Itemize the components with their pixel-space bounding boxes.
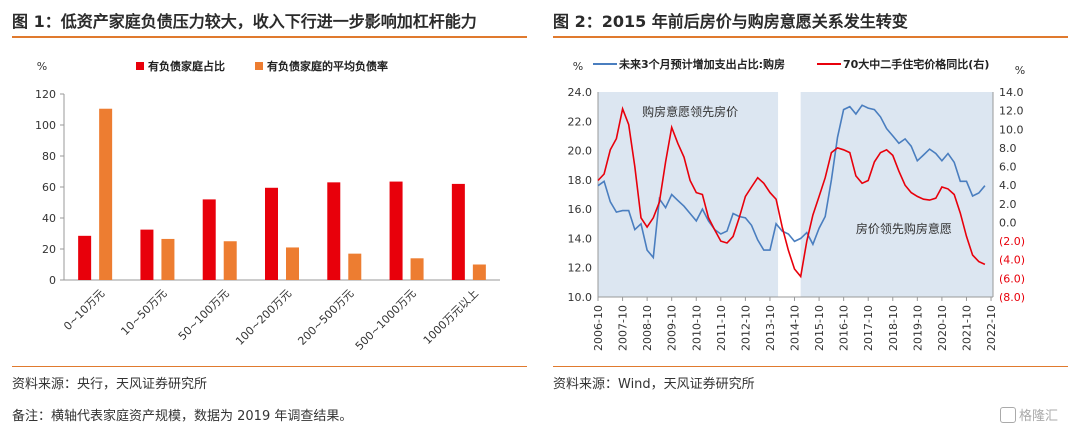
left-y-tick-label: 10.0 [568,291,593,304]
right-y-tick-label: 10.0 [999,123,1024,136]
left-y-tick-label: 12.0 [568,262,593,275]
y-tick-label: 0 [49,274,56,287]
right-y-tick-label: (2.0) [999,235,1025,248]
left-chart-title: 图 1：低资产家庭负债压力较大，收入下行进一步影响加杠杆能力 [12,12,477,31]
footnote: 备注：横轴代表家庭资产规模，数据为 2019 年调查结果。 [12,409,353,424]
left-axis-unit: % [573,60,583,73]
left-y-tick-label: 24.0 [568,86,593,99]
legend-label: 有负债家庭占比 [148,59,225,73]
bar [202,199,216,280]
legend-label: 未来3个月预计增加支出占比:购房 [618,57,785,71]
bar [472,264,486,280]
left-bar-chart: % 0 20 40 60 80 100 120 有负债家庭占比 有负债家庭的平均负债率 0~10万元… [35,59,500,353]
x-tick-label: 2022-10 [985,305,998,351]
x-tick-label: 2011-10 [715,305,728,351]
y-tick-label: 60 [42,181,56,194]
x-tick-label: 2009-10 [666,305,679,351]
left-y-tick-label: 20.0 [568,145,593,158]
bar [389,181,403,280]
x-tick-label: 2010-10 [690,305,703,351]
right-y-tick-label: (6.0) [999,272,1025,285]
x-tick-label: 2017-10 [862,305,875,351]
x-tick-label: 2007-10 [617,305,630,351]
x-tick-label: 50~100万元 [176,287,232,343]
y-tick-label: 40 [42,212,56,225]
x-tick-label: 2006-10 [592,305,605,351]
y-tick-label: 20 [42,243,56,256]
series-line-purchase-intent [597,104,986,260]
series-line-house-price-yoy [597,105,986,279]
left-source-rule [12,366,527,367]
watermark-logo: 格隆汇 [1000,405,1058,424]
left-y-tick-label: 16.0 [568,203,593,216]
x-tick-label: 2018-10 [887,305,900,351]
right-y-tick-label: 6.0 [999,161,1017,174]
right-title-rule [553,36,1068,38]
x-tick-label: 10~50万元 [118,287,169,338]
bar [265,187,278,280]
x-tick-label: 1000万元以上 [421,287,481,347]
x-tick-label: 2014-10 [789,305,802,351]
left-source: 资料来源：央行，天风证券研究所 [12,377,208,392]
bar [348,253,362,280]
x-tick-label: 100~200万元 [233,287,294,348]
x-tick-label: 2013-10 [764,305,777,351]
right-y-tick-label: 4.0 [999,179,1017,192]
bar [327,182,341,280]
y-tick-label: 100 [35,119,56,132]
x-tick-label: 2008-10 [641,305,654,351]
left-title-rule [12,36,527,38]
watermark-text: 格隆汇 [1019,409,1059,424]
right-y-tick-label: 0.0 [999,216,1017,229]
right-source: 资料来源：Wind，天风证券研究所 [553,377,755,392]
legend-swatch [136,62,144,70]
legend-label: 70大中二手住宅价格同比(右) [843,57,989,71]
right-y-tick-label: 2.0 [999,198,1017,211]
y-tick-label: 120 [35,88,56,101]
legend-label: 有负债家庭的平均负债率 [267,59,388,73]
shaded-region [800,92,993,297]
y-tick-label: 80 [42,150,56,163]
region-label: 购房意愿领先房价 [642,104,738,119]
right-y-tick-label: 8.0 [999,142,1017,155]
bar [78,235,92,280]
bar [99,108,113,280]
right-y-tick-label: (4.0) [999,254,1025,267]
right-axis-unit: % [1015,64,1025,77]
region-label: 房价领先购房意愿 [856,221,952,236]
x-tick-label: 200~500万元 [295,287,356,348]
logo-icon [1000,407,1016,423]
bar [140,229,154,280]
right-chart-title: 图 2：2015 年前后房价与购房意愿关系发生转变 [553,12,908,31]
bar [286,247,299,280]
x-tick-label: 2020-10 [936,305,949,351]
x-tick-label: 2019-10 [911,305,924,351]
right-y-tick-label: 12.0 [999,105,1024,118]
x-tick-label: 0~10万元 [61,287,107,333]
y-axis-unit: % [37,60,47,73]
left-y-tick-label: 14.0 [568,232,593,245]
left-y-tick-label: 18.0 [568,174,593,187]
x-tick-label: 2016-10 [838,305,851,351]
bar [410,258,424,280]
x-tick-label: 2012-10 [739,305,752,351]
shaded-region [598,92,779,297]
left-y-tick-label: 22.0 [568,115,593,128]
bar [161,238,175,280]
legend-swatch [255,62,263,70]
x-tick-label: 500~1000万元 [353,287,419,353]
right-y-tick-label: (8.0) [999,291,1025,304]
x-tick-label: 2021-10 [960,305,973,351]
bar [451,183,465,280]
right-source-rule [553,366,1068,367]
x-tick-label: 2015-10 [813,305,826,351]
right-y-tick-label: 14.0 [999,86,1024,99]
bar [223,241,237,280]
